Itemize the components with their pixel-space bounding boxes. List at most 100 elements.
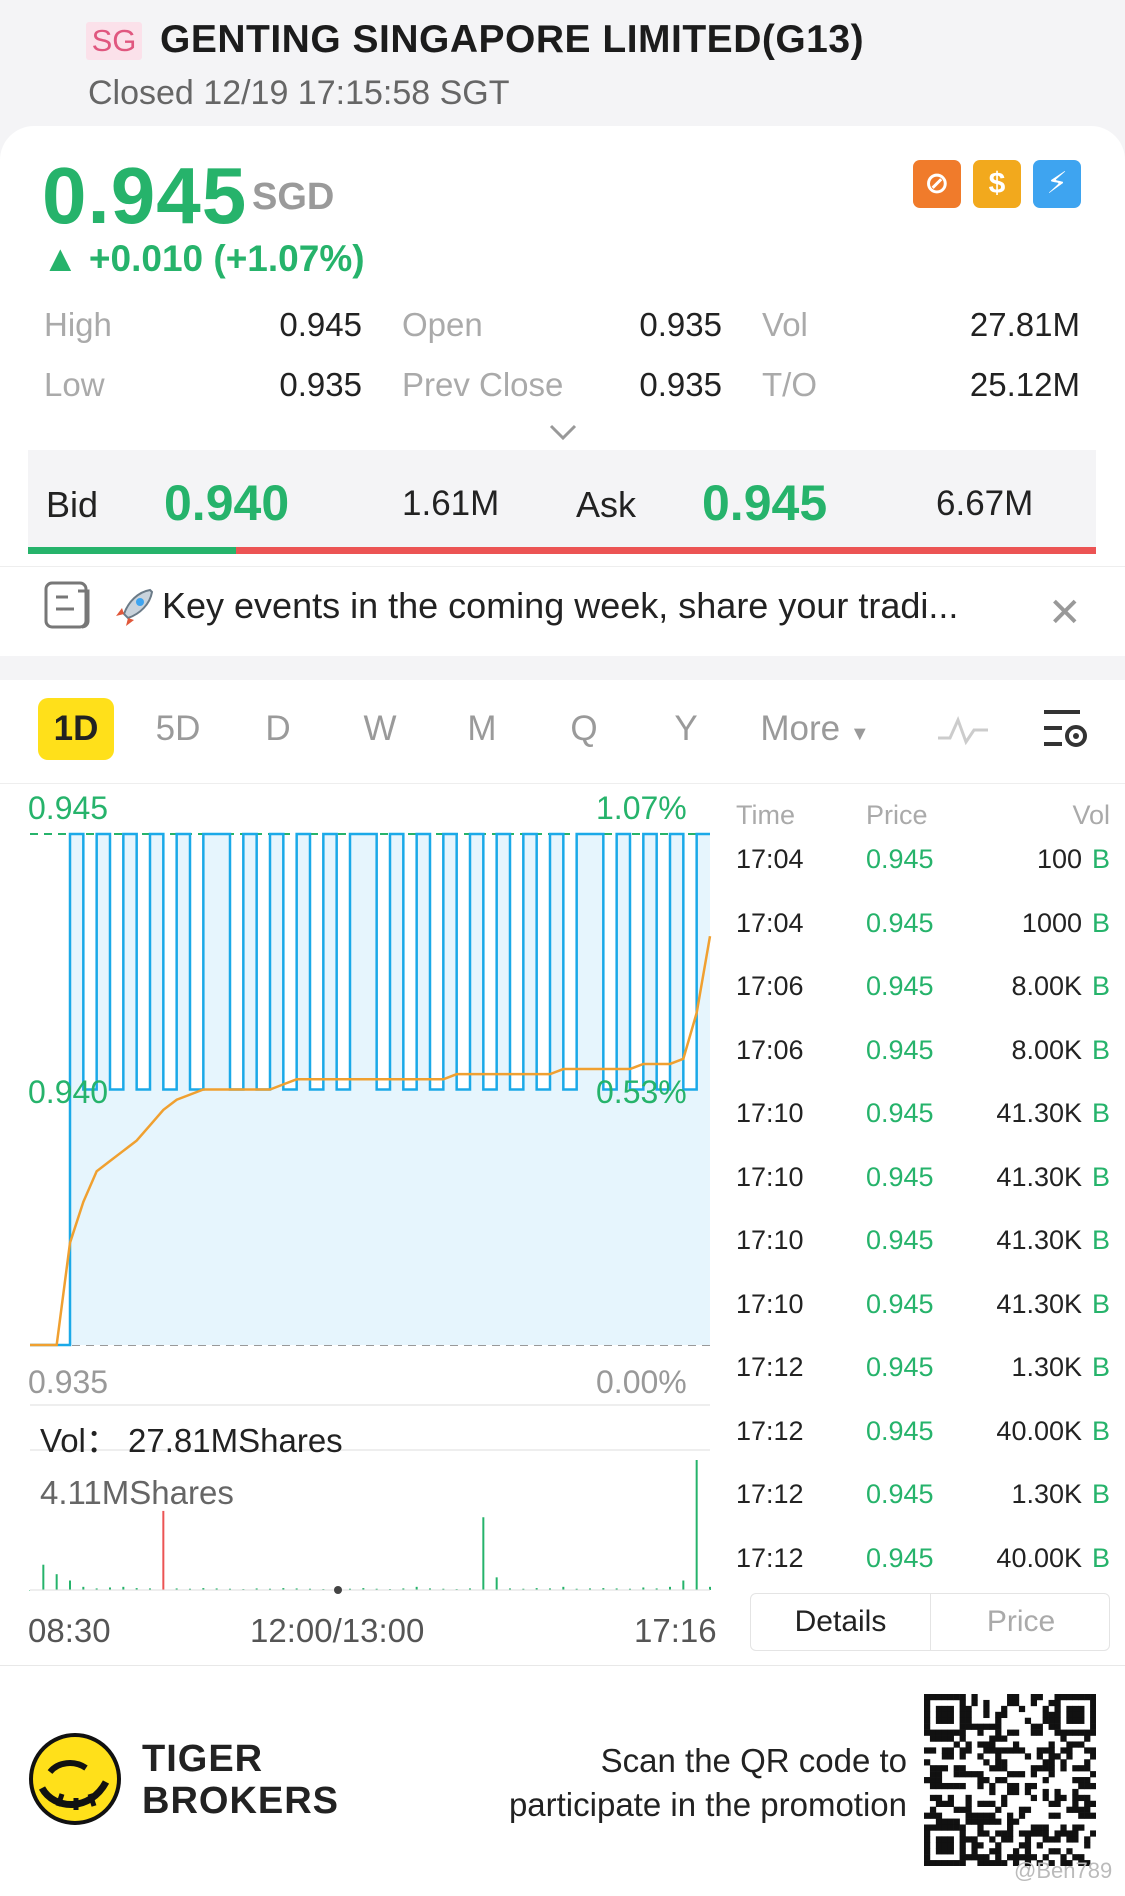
qr-module <box>1042 1854 1049 1861</box>
notice-banner[interactable] <box>0 566 1125 656</box>
qr-module <box>935 1694 943 1701</box>
qr-module <box>1048 1848 1055 1855</box>
bid-ratio-bar <box>28 547 236 554</box>
trade-price: 0.945 <box>866 1161 934 1192</box>
qr-module <box>1036 1860 1043 1866</box>
qr-module <box>1078 1705 1085 1713</box>
indicator-icon[interactable] <box>936 712 990 748</box>
qr-module <box>929 1765 937 1772</box>
qr-module <box>935 1860 943 1866</box>
qr-module <box>959 1806 966 1813</box>
qr-module <box>924 1854 931 1861</box>
qr-module <box>947 1800 954 1807</box>
volume-bar <box>82 1586 85 1590</box>
qr-module <box>1048 1723 1055 1730</box>
pct-tick-bottom: 0.00% <box>596 1364 687 1400</box>
qr-module <box>929 1860 937 1866</box>
volume-bar <box>589 1588 591 1590</box>
tab-y[interactable]: Y <box>674 709 698 748</box>
qr-module <box>959 1830 966 1837</box>
qr-module <box>929 1771 937 1778</box>
qr-module <box>995 1753 1002 1760</box>
qr-module <box>1024 1836 1032 1843</box>
qr-module <box>935 1771 943 1778</box>
trade-time: 17:12 <box>736 1352 804 1382</box>
qr-module <box>983 1777 990 1784</box>
qr-module <box>1072 1824 1079 1831</box>
qr-module <box>971 1848 978 1855</box>
flash-icon[interactable]: ⚡ <box>1033 160 1081 208</box>
qr-module <box>924 1860 931 1866</box>
qr-module <box>1072 1794 1079 1802</box>
qr-module <box>924 1777 931 1784</box>
tab-q[interactable]: Q <box>570 709 598 748</box>
qr-module <box>1084 1794 1091 1802</box>
qr-module <box>1090 1729 1096 1736</box>
volume-bar <box>509 1588 511 1590</box>
no-margin-icon[interactable]: ⊘ <box>913 160 961 208</box>
volume-bar <box>615 1588 618 1590</box>
tab-1d[interactable]: 1D <box>38 698 114 760</box>
qr-module <box>995 1735 1002 1742</box>
low-label: Low <box>44 366 105 403</box>
tab-d[interactable]: D <box>265 709 291 748</box>
trade-time: 17:04 <box>736 907 804 938</box>
qr-module <box>1048 1812 1055 1819</box>
qr-module <box>1024 1830 1032 1837</box>
qr-module <box>1024 1788 1032 1796</box>
chart-settings-icon[interactable] <box>1040 706 1090 754</box>
qr-module <box>1024 1842 1032 1849</box>
qr-module <box>995 1848 1002 1855</box>
tab-m[interactable]: M <box>467 709 497 748</box>
promo-text-line2: participate in the promotion <box>508 1786 907 1823</box>
qr-code[interactable] <box>924 1694 1096 1866</box>
qr-module <box>959 1753 966 1760</box>
qr-module <box>995 1723 1002 1730</box>
volume-bar <box>695 1460 698 1590</box>
qr-module <box>1060 1794 1067 1802</box>
volume-bar <box>202 1588 205 1590</box>
tab-price[interactable]: Price <box>986 1605 1056 1638</box>
notice-text[interactable]: Key events in the coming week, share you… <box>162 585 959 626</box>
qr-module <box>995 1842 1002 1849</box>
close-icon[interactable]: ✕ <box>1048 591 1082 635</box>
qr-module <box>995 1729 1002 1736</box>
qr-module <box>924 1717 931 1724</box>
tab-more[interactable]: More ▼ <box>760 698 870 760</box>
volume-bar <box>642 1587 645 1590</box>
avg-price-line <box>30 935 712 1347</box>
qr-module <box>959 1860 966 1866</box>
tab-5d[interactable]: 5D <box>155 709 201 748</box>
trade-time: 17:12 <box>736 1542 804 1573</box>
qr-module <box>929 1747 937 1754</box>
detail-tabs: Details Price <box>750 1593 1110 1651</box>
qr-module <box>983 1699 990 1707</box>
qr-module <box>1030 1699 1037 1707</box>
qr-module <box>1084 1765 1091 1772</box>
tiger-logo-icon <box>29 1733 121 1825</box>
qr-module <box>965 1836 972 1843</box>
qr-module <box>983 1800 990 1807</box>
chevron-down-icon[interactable] <box>548 420 578 444</box>
qr-module <box>983 1812 990 1819</box>
promo-text-line1: Scan the QR code to <box>600 1742 907 1779</box>
trade-volume: 41.30K <box>996 1225 1082 1255</box>
qr-module <box>1054 1694 1061 1701</box>
qr-module <box>1078 1777 1085 1784</box>
tab-w[interactable]: W <box>363 709 397 748</box>
qr-module <box>989 1848 996 1855</box>
qr-module <box>1018 1812 1026 1819</box>
qr-module <box>1066 1747 1073 1754</box>
qr-module <box>1030 1723 1037 1730</box>
tab-details[interactable]: Details <box>751 1594 931 1650</box>
time-mid: 12:00/13:00 <box>250 1612 425 1649</box>
trade-side: B <box>1091 971 1110 1001</box>
qr-module <box>1036 1753 1043 1760</box>
qr-module <box>1007 1830 1014 1837</box>
dollar-icon[interactable]: $ <box>973 160 1021 208</box>
qr-module <box>935 1729 943 1736</box>
intraday-chart[interactable] <box>0 780 720 1610</box>
qr-module <box>1072 1788 1079 1796</box>
qr-module <box>947 1824 954 1831</box>
trade-price: 0.945 <box>866 844 934 874</box>
